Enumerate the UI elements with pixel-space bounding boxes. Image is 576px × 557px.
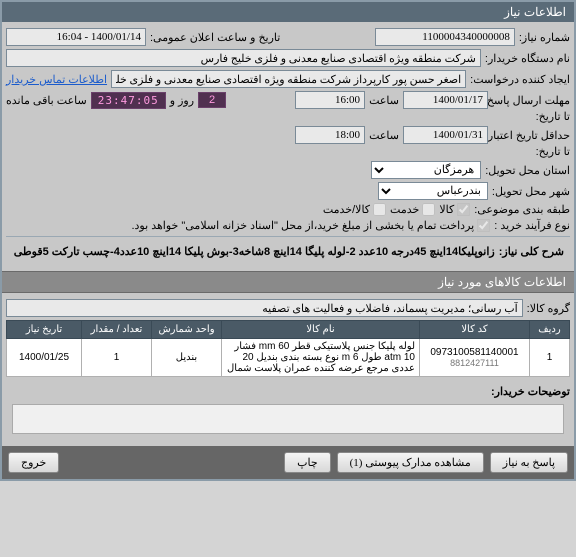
validity-time-field — [295, 126, 365, 144]
opt-goods-service[interactable]: کالا/خدمت — [323, 203, 386, 216]
process-checkbox-wrap[interactable]: پرداخت تمام یا بخشی از مبلغ خرید،از محل … — [131, 219, 490, 232]
print-button[interactable]: چاپ — [284, 452, 331, 473]
section-items-title: اطلاعات کالاهای مورد نیاز — [2, 271, 574, 293]
need-number-field — [375, 28, 515, 46]
cell-code-main: 0973100581140001 — [424, 347, 525, 358]
th-row: ردیف — [530, 321, 570, 339]
time-label-2: ساعت — [369, 129, 399, 142]
delivery-city-select[interactable]: بندرعباس — [378, 182, 488, 200]
budget-label: طبقه بندی موضوعی: — [474, 203, 570, 216]
until-label: تا تاریخ: — [492, 110, 570, 123]
th-name: نام کالا — [222, 321, 420, 339]
buyer-org-label: نام دستگاه خریدار: — [485, 52, 570, 65]
need-number-label: شماره نیاز: — [519, 31, 570, 44]
th-code: کد کالا — [420, 321, 530, 339]
deadline-time-field — [295, 91, 365, 109]
th-qty: تعداد / مقدار — [82, 321, 152, 339]
table-row[interactable]: 1 0973100581140001 8812427111 لوله پلیکا… — [7, 339, 570, 377]
cell-code: 0973100581140001 8812427111 — [420, 339, 530, 377]
goods-group-field — [6, 299, 523, 317]
divider-1 — [6, 236, 570, 237]
opt-goods-service-text: کالا/خدمت — [323, 203, 370, 216]
buyer-notes-label: توضیحات خریدار: — [491, 385, 570, 398]
general-desc-text: زانوپلیکا14اینچ 45درجه 10عدد 2-لوله پلیگ… — [14, 245, 495, 258]
creator-field — [111, 70, 466, 88]
opt-goods-text: کالا — [439, 203, 454, 216]
process-label: نوع فرآیند خرید : — [494, 219, 570, 232]
reply-button[interactable]: پاسخ به نیاز — [490, 452, 568, 473]
time-label-1: ساعت — [369, 94, 399, 107]
process-note: پرداخت تمام یا بخشی از مبلغ خرید،از محل … — [131, 219, 474, 232]
countdown-days: 2 — [198, 92, 226, 108]
days-and-label: روز و — [170, 94, 194, 107]
cell-name: لوله پلیکا جنس پلاستیکی قطر 60 mm فشار 1… — [222, 339, 420, 377]
buyer-contact-link[interactable]: اطلاعات تماس خریدار — [6, 73, 107, 86]
goods-group-label: گروه کالا: — [527, 302, 570, 315]
table-header-row: ردیف کد کالا نام کالا واحد شمارش تعداد /… — [7, 321, 570, 339]
cell-unit: بندیل — [152, 339, 222, 377]
validity-until-label: تا تاریخ: — [492, 145, 570, 158]
cell-qty: 1 — [82, 339, 152, 377]
cell-rownum: 1 — [530, 339, 570, 377]
process-checkbox[interactable] — [477, 219, 490, 232]
need-info-panel: اطلاعات نیاز شماره نیاز: تاریخ و ساعت اع… — [0, 0, 576, 481]
validity-date-field — [403, 126, 488, 144]
opt-service[interactable]: خدمت — [390, 203, 435, 216]
opt-goods-service-check[interactable] — [373, 203, 386, 216]
countdown-time: 23:47:05 — [91, 92, 166, 109]
remaining-label: ساعت باقی مانده — [6, 94, 87, 107]
form-area: شماره نیاز: تاریخ و ساعت اعلان عمومی: نا… — [2, 22, 574, 271]
exit-button[interactable]: خروج — [8, 452, 59, 473]
deadline-date-field — [403, 91, 488, 109]
buyer-notes-box — [12, 404, 564, 434]
opt-service-text: خدمت — [390, 203, 419, 216]
delivery-province-label: استان محل تحویل: — [485, 164, 570, 177]
validity-label: حداقل تاریخ اعتبار قیمت: — [492, 129, 570, 142]
cell-date: 1400/01/25 — [7, 339, 82, 377]
th-date: تاریخ نیاز — [7, 321, 82, 339]
deadline-label: مهلت ارسال پاسخ: — [492, 94, 570, 107]
cell-code-sub: 8812427111 — [424, 358, 525, 368]
opt-goods[interactable]: کالا — [439, 203, 470, 216]
items-table: ردیف کد کالا نام کالا واحد شمارش تعداد /… — [6, 320, 570, 377]
creator-label: ایجاد کننده درخواست: — [470, 73, 570, 86]
panel-title: اطلاعات نیاز — [2, 2, 574, 22]
opt-goods-check[interactable] — [457, 203, 470, 216]
general-desc-label: شرح کلی نیاز: — [499, 245, 564, 258]
buyer-org-field — [6, 49, 481, 67]
delivery-province-select[interactable]: هرمزگان — [371, 161, 481, 179]
button-bar: پاسخ به نیاز مشاهده مدارک پیوستی (1) چاپ… — [2, 446, 574, 479]
attachments-button[interactable]: مشاهده مدارک پیوستی (1) — [337, 452, 484, 473]
pub-datetime-field — [6, 28, 146, 46]
delivery-city-label: شهر محل تحویل: — [492, 185, 570, 198]
pub-datetime-label: تاریخ و ساعت اعلان عمومی: — [150, 31, 280, 44]
th-unit: واحد شمارش — [152, 321, 222, 339]
opt-service-check[interactable] — [422, 203, 435, 216]
